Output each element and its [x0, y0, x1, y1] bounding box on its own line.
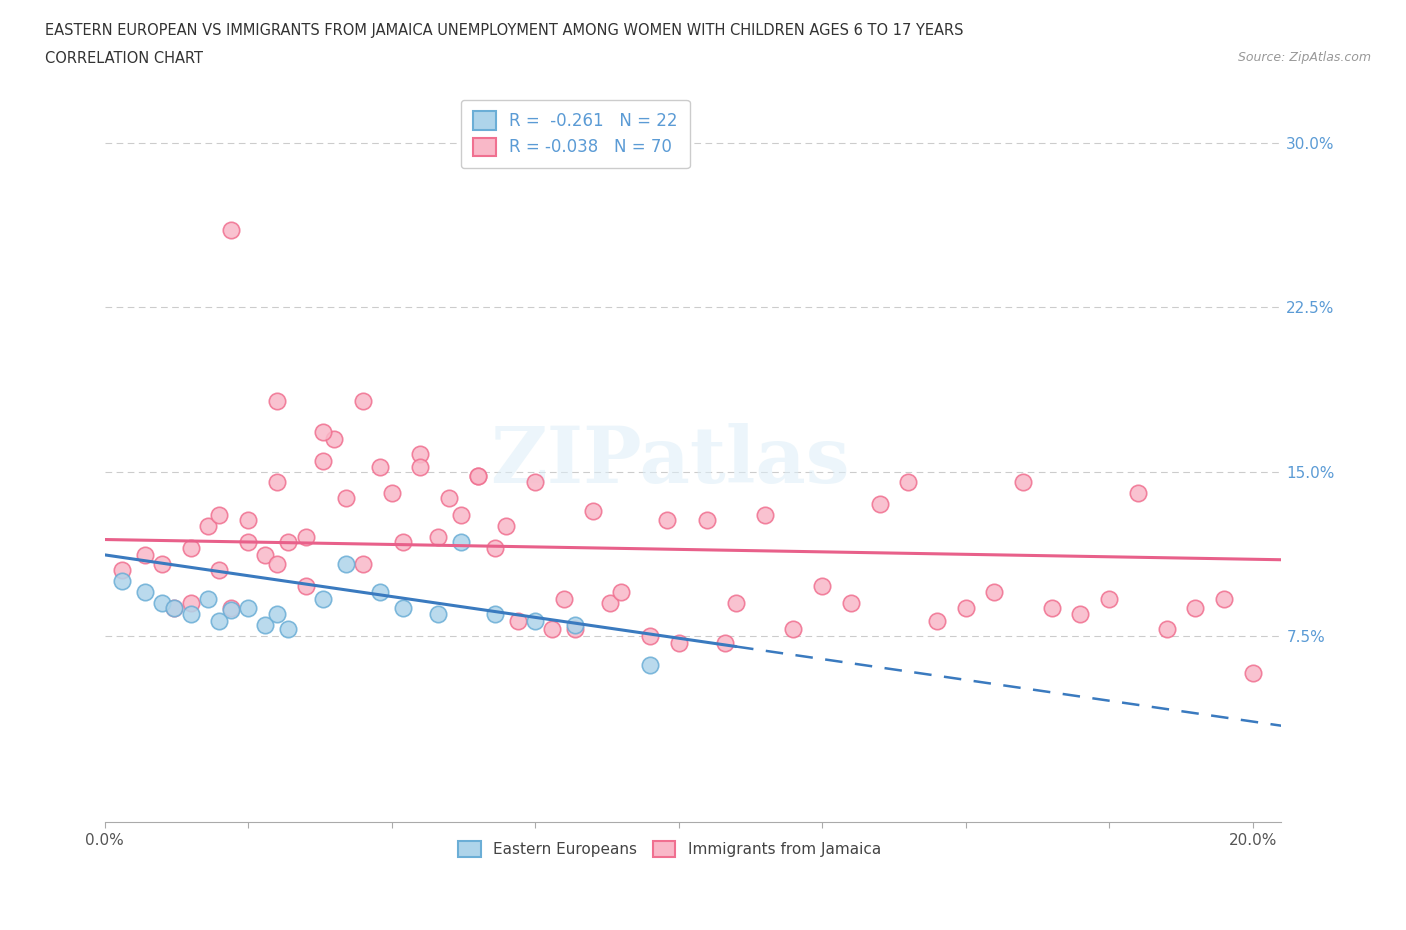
- Point: [1241, 666, 1264, 681]
- Point: [219, 223, 242, 238]
- Point: [638, 658, 661, 672]
- Point: [162, 600, 184, 615]
- Point: [254, 618, 277, 632]
- Point: [392, 600, 415, 615]
- Point: [437, 490, 460, 505]
- Point: [955, 600, 977, 615]
- Point: [450, 534, 472, 549]
- Point: [197, 519, 219, 534]
- Point: [983, 585, 1005, 600]
- Point: [1069, 606, 1091, 621]
- Point: [638, 629, 661, 644]
- Point: [506, 613, 529, 628]
- Point: [150, 596, 173, 611]
- Point: [495, 519, 517, 534]
- Point: [484, 606, 506, 621]
- Point: [266, 394, 288, 409]
- Point: [312, 453, 335, 468]
- Point: [839, 596, 862, 611]
- Point: [208, 508, 231, 523]
- Text: Source: ZipAtlas.com: Source: ZipAtlas.com: [1237, 51, 1371, 64]
- Point: [368, 585, 391, 600]
- Point: [1156, 622, 1178, 637]
- Point: [754, 508, 776, 523]
- Point: [564, 618, 586, 632]
- Point: [180, 596, 202, 611]
- Point: [254, 548, 277, 563]
- Point: [610, 585, 633, 600]
- Point: [208, 613, 231, 628]
- Point: [713, 635, 735, 650]
- Point: [134, 548, 156, 563]
- Point: [1126, 486, 1149, 501]
- Point: [553, 591, 575, 606]
- Point: [524, 475, 547, 490]
- Text: ZIPatlas: ZIPatlas: [489, 422, 849, 498]
- Point: [581, 503, 603, 518]
- Point: [352, 556, 374, 571]
- Point: [162, 600, 184, 615]
- Point: [409, 459, 432, 474]
- Point: [541, 622, 564, 637]
- Point: [180, 541, 202, 556]
- Point: [524, 613, 547, 628]
- Point: [219, 603, 242, 618]
- Point: [352, 394, 374, 409]
- Point: [294, 578, 316, 593]
- Point: [219, 600, 242, 615]
- Point: [696, 512, 718, 527]
- Point: [266, 475, 288, 490]
- Point: [294, 530, 316, 545]
- Point: [1012, 475, 1035, 490]
- Point: [368, 459, 391, 474]
- Point: [1213, 591, 1236, 606]
- Point: [668, 635, 690, 650]
- Point: [725, 596, 748, 611]
- Point: [409, 446, 432, 461]
- Point: [782, 622, 804, 637]
- Point: [134, 585, 156, 600]
- Point: [238, 512, 260, 527]
- Point: [467, 469, 489, 484]
- Point: [1184, 600, 1206, 615]
- Legend: Eastern Europeans, Immigrants from Jamaica: Eastern Europeans, Immigrants from Jamai…: [446, 829, 893, 869]
- Point: [238, 600, 260, 615]
- Point: [1040, 600, 1063, 615]
- Point: [564, 622, 586, 637]
- Point: [450, 508, 472, 523]
- Point: [392, 534, 415, 549]
- Point: [426, 530, 449, 545]
- Point: [150, 556, 173, 571]
- Point: [811, 578, 834, 593]
- Point: [869, 497, 891, 512]
- Point: [381, 486, 404, 501]
- Point: [467, 469, 489, 484]
- Point: [266, 556, 288, 571]
- Point: [335, 556, 357, 571]
- Point: [897, 475, 920, 490]
- Point: [323, 432, 346, 446]
- Point: [266, 606, 288, 621]
- Text: CORRELATION CHART: CORRELATION CHART: [45, 51, 202, 66]
- Point: [238, 534, 260, 549]
- Text: EASTERN EUROPEAN VS IMMIGRANTS FROM JAMAICA UNEMPLOYMENT AMONG WOMEN WITH CHILDR: EASTERN EUROPEAN VS IMMIGRANTS FROM JAMA…: [45, 23, 963, 38]
- Point: [277, 622, 299, 637]
- Point: [111, 563, 134, 578]
- Point: [111, 574, 134, 589]
- Point: [312, 591, 335, 606]
- Point: [657, 512, 679, 527]
- Point: [599, 596, 621, 611]
- Point: [426, 606, 449, 621]
- Point: [180, 606, 202, 621]
- Point: [208, 563, 231, 578]
- Point: [1098, 591, 1121, 606]
- Point: [277, 534, 299, 549]
- Point: [312, 425, 335, 440]
- Point: [335, 490, 357, 505]
- Point: [925, 613, 948, 628]
- Point: [484, 541, 506, 556]
- Point: [197, 591, 219, 606]
